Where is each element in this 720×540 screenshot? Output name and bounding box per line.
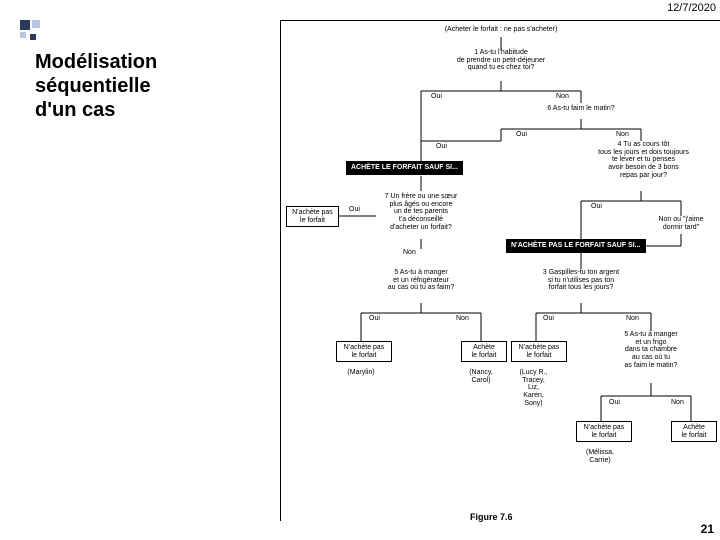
flow-name-lucy: (Lucy R., Tracey, Liz, Karen, Sony) [511,369,556,407]
flow-name-melissa: (Mélissa, Carrie) [576,449,624,464]
label-oui: Oui [369,315,380,322]
label-oui: Oui [349,206,360,213]
label-oui: Oui [591,203,602,210]
label-oui: Oui [609,399,620,406]
label-non: Non [556,93,569,100]
label-non: Non [626,315,639,322]
flow-top-text: (Acheter le forfait : ne pas s'acheter) [411,26,591,34]
label-oui: Oui [543,315,554,322]
title-line: Modélisation [35,50,157,74]
flow-q5: 5 As-tu à manger et un réfrigérateur au … [371,269,471,292]
bullet-decoration [20,20,48,48]
page-number: 21 [701,522,714,536]
label-non: Non [403,249,416,256]
flow-resp-jaime: Non ou "j'aime dormir tard" [651,216,711,231]
flow-box-achete-sauf: ACHÈTE LE FORFAIT SAUF SI... [346,161,463,175]
flow-box-nachete-sauf: N'ACHÈTE PAS LE FORFAIT SAUF SI... [506,239,646,253]
date-label: 12/7/2020 [667,2,716,14]
title-line: séquentielle [35,74,157,98]
figure-label: Figure 7.6 [470,512,513,522]
flow-box-nachete3: N'achète pas le forfait [511,341,567,362]
flow-q4: 4 Tu as cours tôt tous les jours et dois… [586,141,701,179]
flow-box-nachete2: N'achète pas le forfait [336,341,392,362]
label-non: Non [456,315,469,322]
flow-name-nancy: (Nancy, Carol) [461,369,501,384]
label-non: Non [616,131,629,138]
flow-box-nachete4: N'achète pas le forfait [576,421,632,442]
flow-box-achete1: Achète le forfait [461,341,507,362]
flow-q7: 7 Un frère ou une sœur plus âgés ou enco… [371,193,471,231]
label-non: Non [671,399,684,406]
flow-name-marylin: (Marylin) [341,369,381,377]
slide-title: Modélisation séquentielle d'un cas [35,50,157,122]
flow-q6: 6 As-tu faim le matin? [531,105,631,113]
flow-q5b: 5 As-tu à manger et un frigo dans ta cha… [611,331,691,369]
flow-q3: 3 Gaspilles-tu ton argent si tu n'utilis… [526,269,636,292]
title-line: d'un cas [35,98,157,122]
flowchart-diagram: (Acheter le forfait : ne pas s'acheter) … [280,20,720,521]
flow-box-nachete1: N'achète pas le forfait [286,206,339,227]
label-oui: Oui [516,131,527,138]
flowchart-connectors [281,21,720,521]
flow-box-achete2: Achète le forfait [671,421,717,442]
flow-q1: 1 As-tu l'habitude de prendre un petit-d… [436,49,566,72]
label-oui: Oui [431,93,442,100]
label-oui: Oui [436,143,447,150]
